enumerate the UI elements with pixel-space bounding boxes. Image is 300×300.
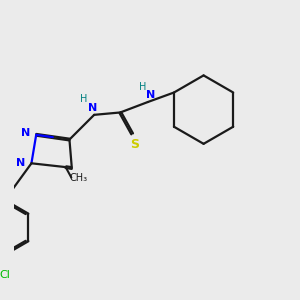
Text: N: N <box>21 128 31 138</box>
Text: H: H <box>140 82 147 92</box>
Text: S: S <box>130 138 139 151</box>
Text: CH₃: CH₃ <box>69 173 88 183</box>
Text: H: H <box>80 94 87 104</box>
Text: Cl: Cl <box>0 270 11 280</box>
Text: N: N <box>146 90 155 100</box>
Text: N: N <box>16 158 26 168</box>
Text: N: N <box>88 103 97 113</box>
